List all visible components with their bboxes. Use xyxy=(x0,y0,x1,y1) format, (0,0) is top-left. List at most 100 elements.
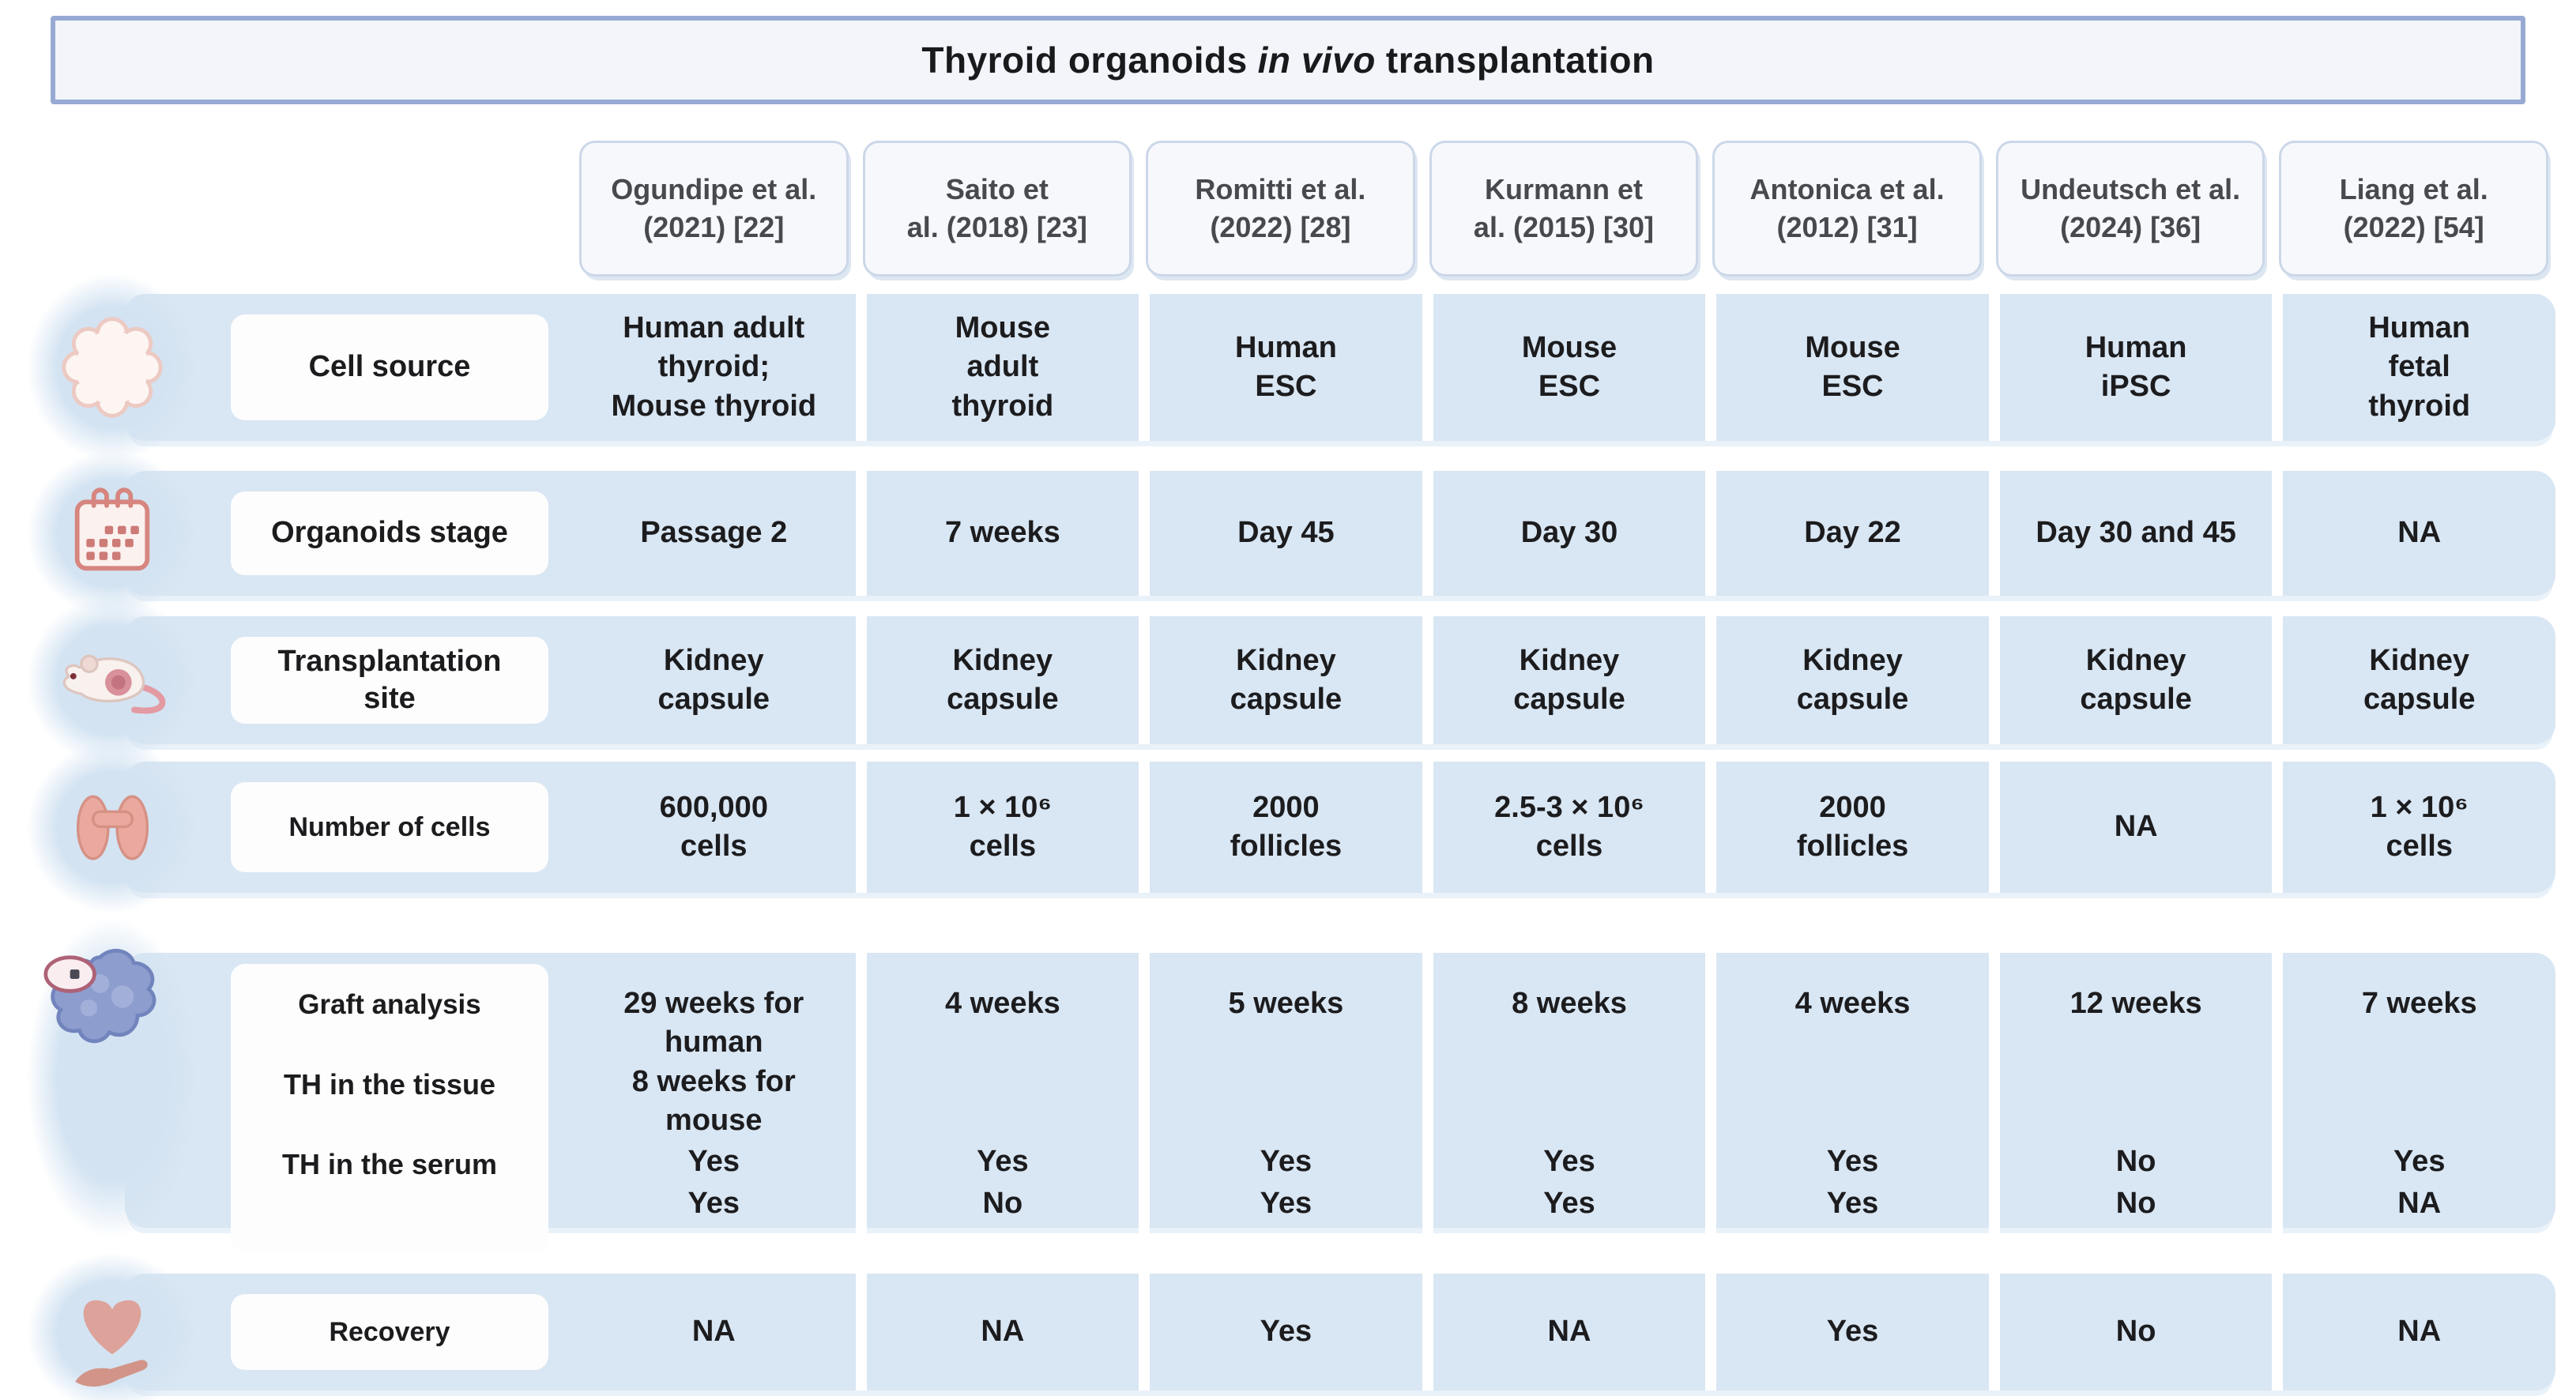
graft-duration: 4 weeks xyxy=(944,987,1060,1020)
table-cell: Kidney capsule xyxy=(1988,616,2273,744)
header-spacer xyxy=(16,141,572,277)
recovery-icon-bubble xyxy=(27,1253,198,1400)
th-values: No No xyxy=(2116,1141,2156,1225)
th-tissue-value: Yes xyxy=(1543,1144,1595,1178)
table-cell: 600,000 cells xyxy=(659,790,768,863)
th-serum-value: NA xyxy=(2397,1186,2442,1220)
hand-heart-icon xyxy=(75,1300,148,1387)
th-tissue-value: No xyxy=(2115,1144,2156,1178)
row-graft-analysis: Graft analysis TH in the tissue TH in th… xyxy=(16,918,2555,1263)
study-ref: (2021) [22] xyxy=(643,211,785,243)
thyroid-icon xyxy=(76,794,149,860)
study-ref: (2012) [31] xyxy=(1776,211,1918,243)
study-header-antonica: Antonica et al. (2012) [31] xyxy=(1712,141,1982,277)
row-label: Cell source xyxy=(231,314,548,420)
study-header-liang: Liang et al. (2022) [54] xyxy=(2279,141,2548,277)
th-values: Yes Yes xyxy=(688,1141,740,1225)
table-cell: Yes xyxy=(1139,1274,1422,1391)
table-cell: NA xyxy=(2272,1274,2555,1391)
table-cell: Kidney capsule xyxy=(855,616,1139,744)
row-label-graft: Graft analysis TH in the tissue TH in th… xyxy=(231,964,548,1251)
table-cell: No xyxy=(1988,1274,2273,1391)
graft-duration: 8 weeks xyxy=(1512,987,1627,1020)
table-cell: Human fetal thyroid xyxy=(2272,294,2555,441)
th-values: Yes Yes xyxy=(1260,1141,1312,1225)
table-cell: 1 × 10⁶ cells xyxy=(855,762,1139,893)
graft-analysis-icon-bubble xyxy=(27,918,198,1239)
th-tissue-value: Yes xyxy=(687,1144,740,1178)
table-cell: Human adult thyroid; Mouse thyroid xyxy=(611,310,817,423)
organoid-icon xyxy=(62,317,163,418)
study-ref: (2022) [54] xyxy=(2343,211,2484,243)
table-cell: NA xyxy=(691,1315,736,1349)
th-values: Yes Yes xyxy=(1827,1141,1879,1225)
table-cell: Day 45 xyxy=(1139,471,1422,596)
th-serum-value: Yes xyxy=(1543,1186,1595,1220)
table-cell: 8 weeks Yes Yes xyxy=(1422,953,1706,1263)
graft-analysis-label: Graft analysis xyxy=(298,989,481,1020)
study-name: Liang et al. xyxy=(2339,173,2488,206)
study-header-kurmann: Kurmann et al. (2015) [30] xyxy=(1429,141,1699,277)
comparison-table: Ogundipe et al. (2021) [22] Saito et al. (… xyxy=(0,141,2576,1400)
row-organoids-stage: Organoids stage Passage 2 7 weeks Day 45… xyxy=(16,450,2555,616)
table-cell: Day 22 xyxy=(1705,471,1989,596)
table-cell: Kidney capsule xyxy=(1422,616,1706,744)
th-serum-label: TH in the serum xyxy=(281,1148,498,1181)
table-cell: Day 30 and 45 xyxy=(1988,471,2273,596)
table-cell: Day 30 xyxy=(1422,471,1706,596)
th-values: Yes No xyxy=(977,1141,1029,1225)
table-cell: 1 × 10⁶ cells xyxy=(2272,762,2555,893)
study-header-romitti: Romitti et al. (2022) [28] xyxy=(1146,141,1415,277)
study-name: Antonica et al. xyxy=(1749,173,1945,206)
row-label: Organoids stage xyxy=(231,491,548,575)
row-number-of-cells: Number of cells 600,000 cells 1 × 10⁶ ce… xyxy=(16,741,2555,913)
study-name: Undeutsch et al. xyxy=(2021,173,2241,206)
study-name: Ogundipe et al. xyxy=(611,173,817,206)
table-cell: Mouse ESC xyxy=(1422,294,1706,441)
table-cell: Kidney capsule xyxy=(657,643,770,716)
graft-duration: 29 weeks for human 8 weeks for mouse xyxy=(623,987,804,1138)
column-header-row: Ogundipe et al. (2021) [22] Saito et al. (… xyxy=(16,141,2555,277)
th-serum-value: Yes xyxy=(687,1186,740,1220)
th-serum-value: No xyxy=(2115,1186,2156,1220)
study-name: Saito et xyxy=(945,173,1049,206)
row-label: Transplantation site xyxy=(231,637,548,724)
th-tissue-value: Yes xyxy=(1260,1144,1312,1178)
graft-tissue-icon xyxy=(43,948,156,1044)
table-cell: Passage 2 xyxy=(640,516,788,550)
row-label: Recovery xyxy=(231,1294,548,1370)
table-cell: Yes xyxy=(1705,1274,1989,1391)
title-bar: Thyroid organoids in vivo transplantation xyxy=(51,16,2525,104)
page-title: Thyroid organoids in vivo transplantation xyxy=(921,39,1654,81)
th-sublabels: TH in the tissue TH in the serum xyxy=(282,1026,497,1225)
th-values: Yes NA xyxy=(2393,1141,2446,1225)
title-text-italic: in vivo xyxy=(1257,40,1376,81)
table-cell: 5 weeks Yes Yes xyxy=(1139,953,1422,1263)
th-values: Yes Yes xyxy=(1543,1141,1595,1225)
row-transplantation-site: Transplantation site Kidney capsule Kidn… xyxy=(16,596,2555,765)
study-name: Romitti et al. xyxy=(1195,173,1366,206)
th-serum-value: Yes xyxy=(1260,1186,1312,1220)
table-cell: NA xyxy=(1988,762,2273,893)
mouse-icon xyxy=(62,654,166,713)
table-cell: 7 weeks xyxy=(855,471,1139,596)
row-recovery: Recovery NA NA Yes NA Yes No NA xyxy=(16,1253,2555,1400)
cell-source-icon-bubble xyxy=(27,273,198,461)
graft-duration: 4 weeks xyxy=(1795,987,1911,1020)
row-cell-source: Cell source Human adult thyroid; Mouse t… xyxy=(16,273,2555,461)
study-ref: al. (2018) [23] xyxy=(906,211,1087,243)
graft-duration: 7 weeks xyxy=(2361,987,2477,1020)
study-ref: (2024) [36] xyxy=(2060,211,2201,243)
th-serum-value: No xyxy=(982,1186,1023,1220)
table-cell: 4 weeks Yes Yes xyxy=(1705,953,1989,1263)
table-cell: 7 weeks Yes NA xyxy=(2272,953,2555,1263)
table-cell: Kidney capsule xyxy=(2272,616,2555,744)
row-label: Number of cells xyxy=(231,782,548,872)
number-of-cells-icon-bubble xyxy=(27,741,198,913)
table-cell: Human iPSC xyxy=(1988,294,2273,441)
table-cell: NA xyxy=(1422,1274,1706,1391)
th-tissue-value: Yes xyxy=(2393,1144,2446,1178)
table-cell: 29 weeks for human 8 weeks for mouse Yes… xyxy=(572,953,856,1263)
title-text-before: Thyroid organoids xyxy=(921,40,1248,81)
study-ref: (2022) [28] xyxy=(1210,211,1351,243)
